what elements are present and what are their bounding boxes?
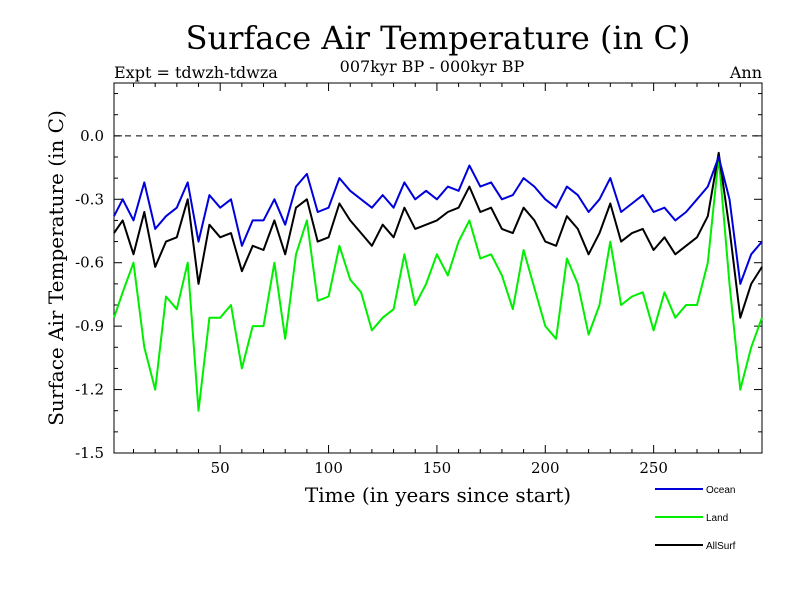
x-tick-label: 200	[531, 459, 560, 477]
y-tick-label: 0.0	[80, 127, 104, 145]
experiment-label: Expt = tdwzh-tdwza	[114, 63, 278, 82]
series-line-land	[113, 156, 763, 412]
x-axis-label: Time (in years since start)	[305, 483, 571, 507]
y-tick-label: -0.3	[75, 190, 104, 208]
x-tick-label: 150	[423, 459, 452, 477]
chart-title: Surface Air Temperature (in C)	[186, 19, 691, 57]
y-axis-ticks: 0.0 -0.3 -0.6 -0.9 -1.2 -1.5	[75, 127, 762, 462]
chart-subtitle: 007kyr BP - 000kyr BP	[340, 57, 525, 76]
x-tick-label: 100	[314, 459, 343, 477]
series-line-allsurf	[113, 151, 763, 319]
legend-label: AllSurf	[706, 541, 736, 552]
season-label: Ann	[729, 63, 762, 82]
series-line-ocean	[113, 156, 763, 285]
x-tick-label: 50	[211, 459, 230, 477]
plot-frame	[113, 82, 763, 454]
y-tick-label: -1.5	[75, 444, 104, 462]
x-axis-ticks: 50 100 150 200 250	[211, 83, 668, 477]
y-tick-label: -0.6	[75, 254, 104, 272]
legend-label: Land	[706, 513, 728, 524]
minor-ticks	[114, 83, 762, 453]
legend: Ocean Land AllSurf	[655, 485, 736, 552]
y-tick-label: -0.9	[75, 317, 104, 335]
y-tick-label: -1.2	[75, 381, 104, 399]
x-tick-label: 250	[639, 459, 668, 477]
series-lines	[113, 151, 763, 412]
legend-label: Ocean	[706, 485, 735, 496]
y-axis-label: Surface Air Temperature (in C)	[44, 110, 68, 426]
